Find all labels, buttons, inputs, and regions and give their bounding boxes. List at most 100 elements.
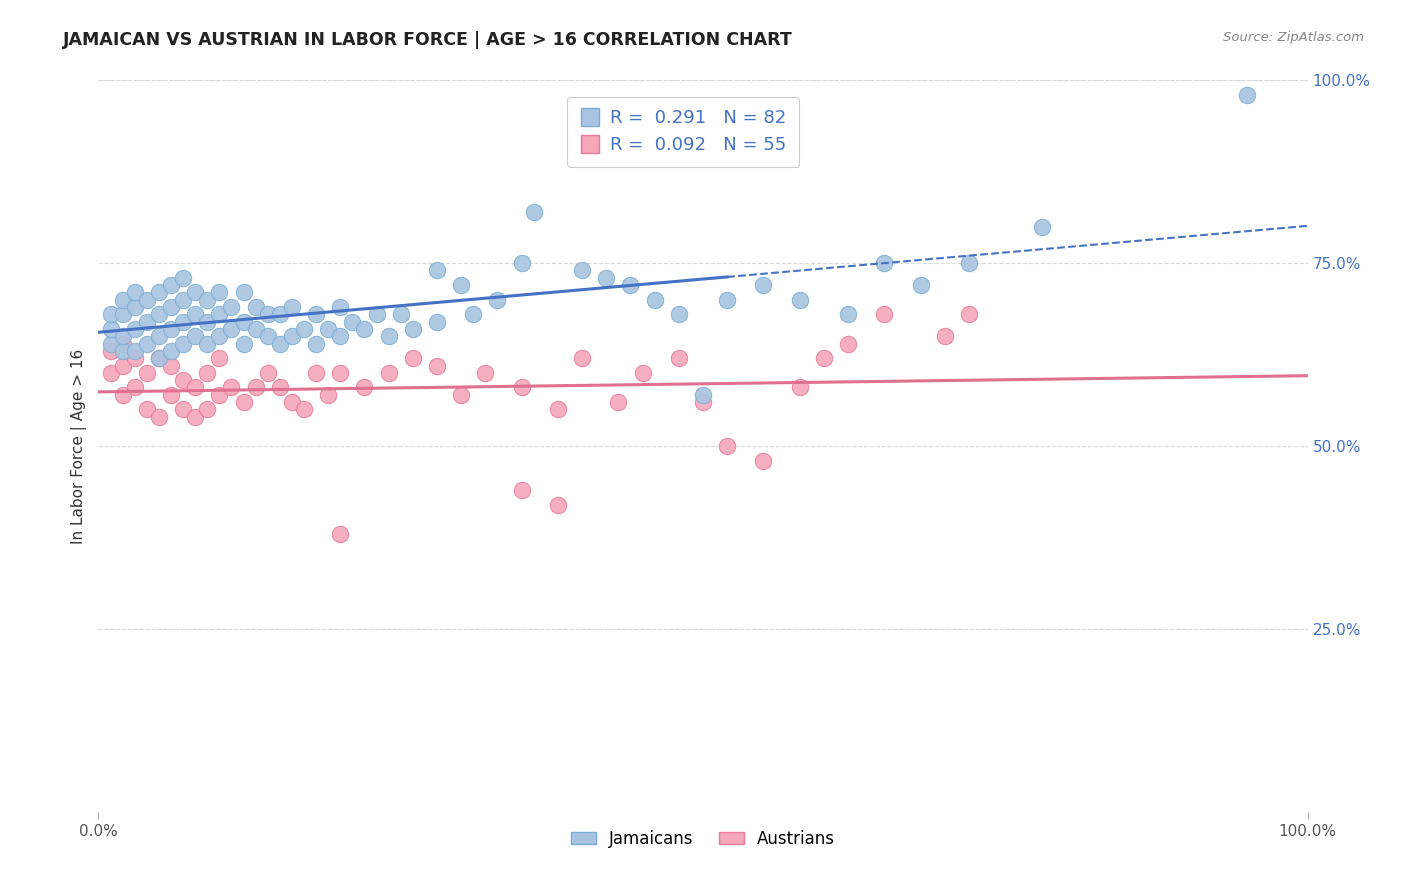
Legend: Jamaicans, Austrians: Jamaicans, Austrians [564, 823, 842, 855]
Jamaicans [184, 307, 207, 321]
Austrians [184, 409, 207, 424]
Austrians [100, 366, 122, 380]
Jamaicans [281, 300, 304, 314]
Jamaicans [100, 307, 122, 321]
Jamaicans [232, 315, 254, 329]
Austrians [934, 329, 956, 343]
Jamaicans [135, 293, 157, 307]
Austrians [789, 380, 811, 394]
Jamaicans [281, 329, 304, 343]
Jamaicans [184, 285, 207, 300]
Austrians [160, 359, 183, 373]
Jamaicans [716, 293, 738, 307]
Jamaicans [402, 322, 425, 336]
Jamaicans [135, 336, 157, 351]
Austrians [195, 366, 218, 380]
Jamaicans [523, 205, 546, 219]
Jamaicans [148, 351, 170, 366]
Y-axis label: In Labor Force | Age > 16: In Labor Force | Age > 16 [72, 349, 87, 543]
Jamaicans [172, 270, 194, 285]
Jamaicans [148, 307, 170, 321]
Jamaicans [353, 322, 375, 336]
Jamaicans [160, 322, 183, 336]
Austrians [208, 351, 231, 366]
Austrians [474, 366, 496, 380]
Jamaicans [305, 336, 328, 351]
Austrians [269, 380, 291, 394]
Jamaicans [752, 278, 775, 293]
Austrians [256, 366, 278, 380]
Jamaicans [245, 300, 267, 314]
Austrians [716, 439, 738, 453]
Austrians [692, 395, 714, 409]
Austrians [450, 388, 472, 402]
Jamaicans [957, 256, 980, 270]
Jamaicans [366, 307, 388, 321]
Austrians [316, 388, 339, 402]
Jamaicans [292, 322, 315, 336]
Austrians [100, 343, 122, 358]
Jamaicans [124, 285, 146, 300]
Jamaicans [148, 285, 170, 300]
Austrians [957, 307, 980, 321]
Austrians [172, 373, 194, 387]
Jamaicans [100, 336, 122, 351]
Jamaicans [644, 293, 666, 307]
Jamaicans [426, 315, 449, 329]
Jamaicans [195, 315, 218, 329]
Jamaicans [269, 336, 291, 351]
Jamaicans [305, 307, 328, 321]
Jamaicans [221, 300, 243, 314]
Jamaicans [486, 293, 509, 307]
Austrians [329, 366, 352, 380]
Austrians [353, 380, 375, 394]
Austrians [547, 402, 569, 417]
Jamaicans [111, 329, 134, 343]
Austrians [148, 351, 170, 366]
Jamaicans [1236, 87, 1258, 102]
Jamaicans [172, 293, 194, 307]
Jamaicans [195, 336, 218, 351]
Austrians [281, 395, 304, 409]
Jamaicans [377, 329, 399, 343]
Jamaicans [172, 336, 194, 351]
Austrians [510, 483, 533, 497]
Jamaicans [256, 329, 278, 343]
Jamaicans [571, 263, 593, 277]
Jamaicans [389, 307, 412, 321]
Jamaicans [1031, 219, 1053, 234]
Jamaicans [342, 315, 364, 329]
Jamaicans [111, 343, 134, 358]
Austrians [402, 351, 425, 366]
Austrians [111, 388, 134, 402]
Jamaicans [232, 336, 254, 351]
Jamaicans [245, 322, 267, 336]
Jamaicans [124, 322, 146, 336]
Austrians [426, 359, 449, 373]
Jamaicans [184, 329, 207, 343]
Jamaicans [316, 322, 339, 336]
Austrians [668, 351, 690, 366]
Jamaicans [208, 329, 231, 343]
Jamaicans [160, 300, 183, 314]
Austrians [305, 366, 328, 380]
Austrians [135, 402, 157, 417]
Austrians [111, 336, 134, 351]
Austrians [245, 380, 267, 394]
Jamaicans [329, 300, 352, 314]
Austrians [292, 402, 315, 417]
Jamaicans [910, 278, 932, 293]
Austrians [160, 388, 183, 402]
Jamaicans [100, 322, 122, 336]
Jamaicans [668, 307, 690, 321]
Austrians [631, 366, 654, 380]
Jamaicans [135, 315, 157, 329]
Austrians [873, 307, 896, 321]
Austrians [135, 366, 157, 380]
Austrians [208, 388, 231, 402]
Austrians [510, 380, 533, 394]
Austrians [377, 366, 399, 380]
Austrians [124, 351, 146, 366]
Text: Source: ZipAtlas.com: Source: ZipAtlas.com [1223, 31, 1364, 45]
Jamaicans [789, 293, 811, 307]
